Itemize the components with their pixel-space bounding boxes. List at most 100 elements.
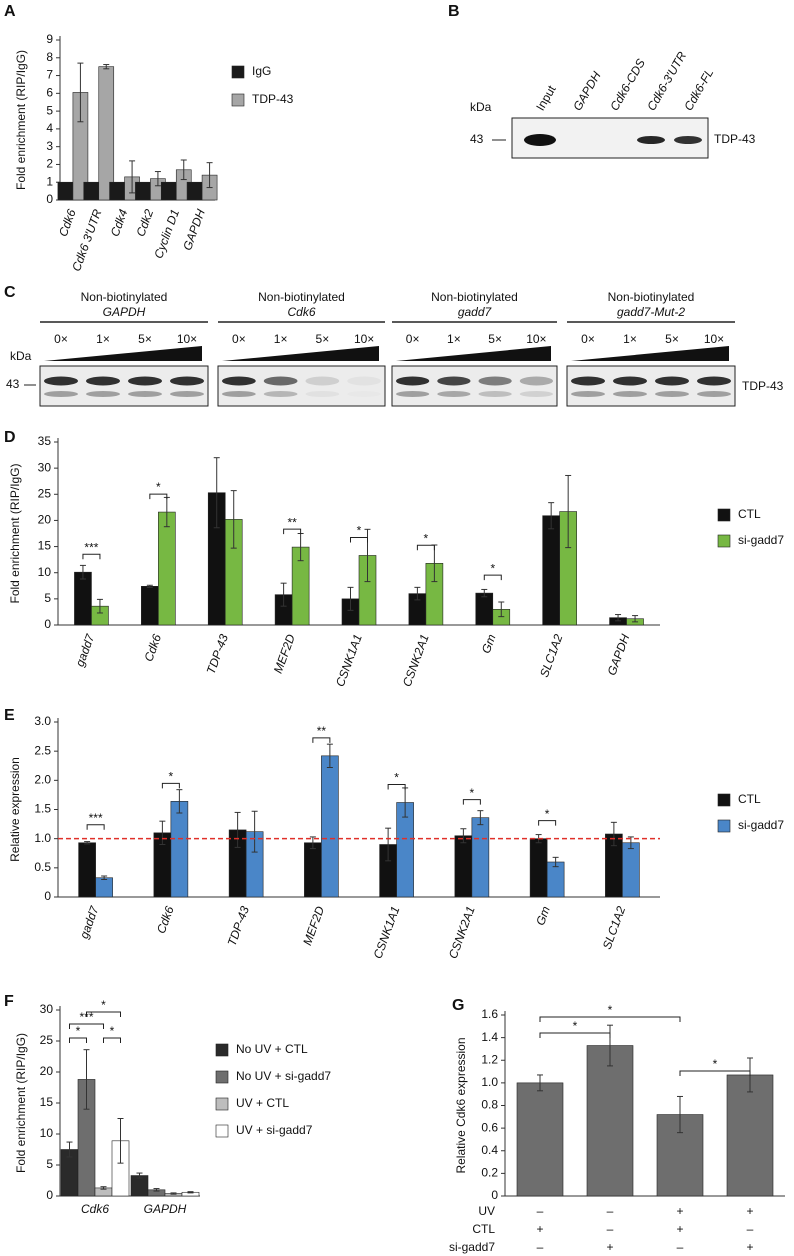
blot-band <box>263 391 298 397</box>
blot-band <box>524 134 556 146</box>
bar <box>83 181 100 201</box>
lane-label: 10× <box>177 332 197 346</box>
legend-swatch <box>717 819 731 833</box>
lane-label: 1× <box>96 332 110 346</box>
x-tick-label: Cdk6 <box>81 1202 109 1216</box>
y-tick-label: 0.5 <box>34 860 51 874</box>
blot-band <box>571 376 605 386</box>
group-probe: GAPDH <box>103 305 146 319</box>
blot-band <box>128 391 162 397</box>
x-tick-label: Gm <box>479 632 499 655</box>
condition-label: UV <box>478 1204 495 1218</box>
y-tick-label: 1.5 <box>34 802 51 816</box>
y-tick-label: 1.2 <box>481 1052 498 1066</box>
lane-label: 0× <box>581 332 595 346</box>
error-bar <box>129 160 136 194</box>
significance-bracket <box>387 784 406 790</box>
error-bar <box>326 743 333 768</box>
blot-band <box>519 376 553 386</box>
x-tick-label: CSNK1A1 <box>333 632 365 688</box>
y-tick-label: 0.2 <box>481 1166 498 1180</box>
y-tick-label: 2.5 <box>34 743 51 757</box>
significance-bracket <box>312 737 331 743</box>
error-bar <box>66 1141 73 1158</box>
dose-wedge <box>571 346 729 361</box>
y-tick-label: 10 <box>40 1126 54 1140</box>
significance-label: * <box>357 524 362 538</box>
blot-band <box>613 376 647 386</box>
lane-label: 5× <box>316 332 330 346</box>
error-bar <box>96 598 103 614</box>
bar <box>726 1074 774 1197</box>
error-bar <box>460 828 467 844</box>
bar <box>95 877 113 898</box>
blot-frame <box>39 365 209 407</box>
y-tick-label: 35 <box>38 434 52 448</box>
significance-label: * <box>156 480 161 494</box>
x-tick-label: CSNK1A1 <box>371 904 403 960</box>
legend-label: TDP-43 <box>252 92 294 106</box>
condition-sign: + <box>606 1240 613 1254</box>
y-tick-label: 3.0 <box>34 714 51 728</box>
legend-label: No UV + CTL <box>236 1042 308 1056</box>
error-bar <box>206 162 213 189</box>
panel-label: C <box>4 284 16 301</box>
error-bar <box>136 1172 143 1179</box>
group-probe: Cdk6 <box>287 305 315 319</box>
y-axis-label: Relative Cdk6 expression <box>454 1037 468 1173</box>
bar <box>78 842 96 898</box>
error-bar <box>607 1024 613 1067</box>
lane-label: 0× <box>54 332 68 346</box>
blot-band <box>655 391 689 397</box>
lane-label: 1× <box>623 332 637 346</box>
group-probe: gadd7 <box>458 305 493 319</box>
lane-label: 0× <box>406 332 420 346</box>
condition-sign: + <box>536 1222 543 1236</box>
error-bar <box>77 62 84 123</box>
y-tick-label: 20 <box>40 1064 54 1078</box>
dose-wedge <box>222 346 379 361</box>
blot-band <box>305 391 340 397</box>
blot-frame <box>391 365 558 407</box>
y-axis-label: Relative expression <box>8 757 22 862</box>
significance-label: * <box>470 786 475 800</box>
bar <box>321 755 339 898</box>
significance-label: *** <box>84 540 98 554</box>
blot-band <box>222 391 256 397</box>
significance-label: * <box>110 1024 115 1038</box>
significance-label: * <box>545 807 550 821</box>
legend-swatch <box>717 793 731 807</box>
blot-band <box>637 136 665 144</box>
condition-label: si-gadd7 <box>449 1240 495 1254</box>
error-bar <box>84 841 91 845</box>
y-tick-label: 0.6 <box>481 1120 498 1134</box>
x-tick-label: Cdk6 <box>56 207 79 238</box>
lane-label: GAPDH <box>570 69 604 113</box>
significance-bracket <box>539 1016 681 1022</box>
legend-swatch <box>215 1043 229 1057</box>
protein-label: TDP-43 <box>714 132 756 146</box>
error-bar <box>100 1186 107 1190</box>
x-tick-label: TDP-43 <box>225 904 252 948</box>
y-tick-label: 1.4 <box>481 1030 498 1044</box>
condition-sign: + <box>676 1222 683 1236</box>
error-bar <box>234 811 241 848</box>
bar <box>98 66 115 201</box>
y-tick-label: 25 <box>40 1033 54 1047</box>
bar <box>454 835 473 898</box>
protein-label: TDP-43 <box>742 379 784 393</box>
lane-label: Input <box>533 82 559 113</box>
legend-swatch <box>231 65 245 79</box>
error-bar <box>280 582 287 607</box>
panel-label: E <box>4 707 15 724</box>
lane-label: 5× <box>138 332 152 346</box>
bar <box>475 592 494 626</box>
significance-label: *** <box>79 1010 93 1024</box>
error-bar <box>213 457 220 529</box>
blot-band <box>437 376 471 386</box>
error-bar <box>615 614 622 622</box>
y-tick-label: 8 <box>46 50 53 64</box>
lane-label: 10× <box>704 332 724 346</box>
y-tick-label: 20 <box>38 513 52 527</box>
